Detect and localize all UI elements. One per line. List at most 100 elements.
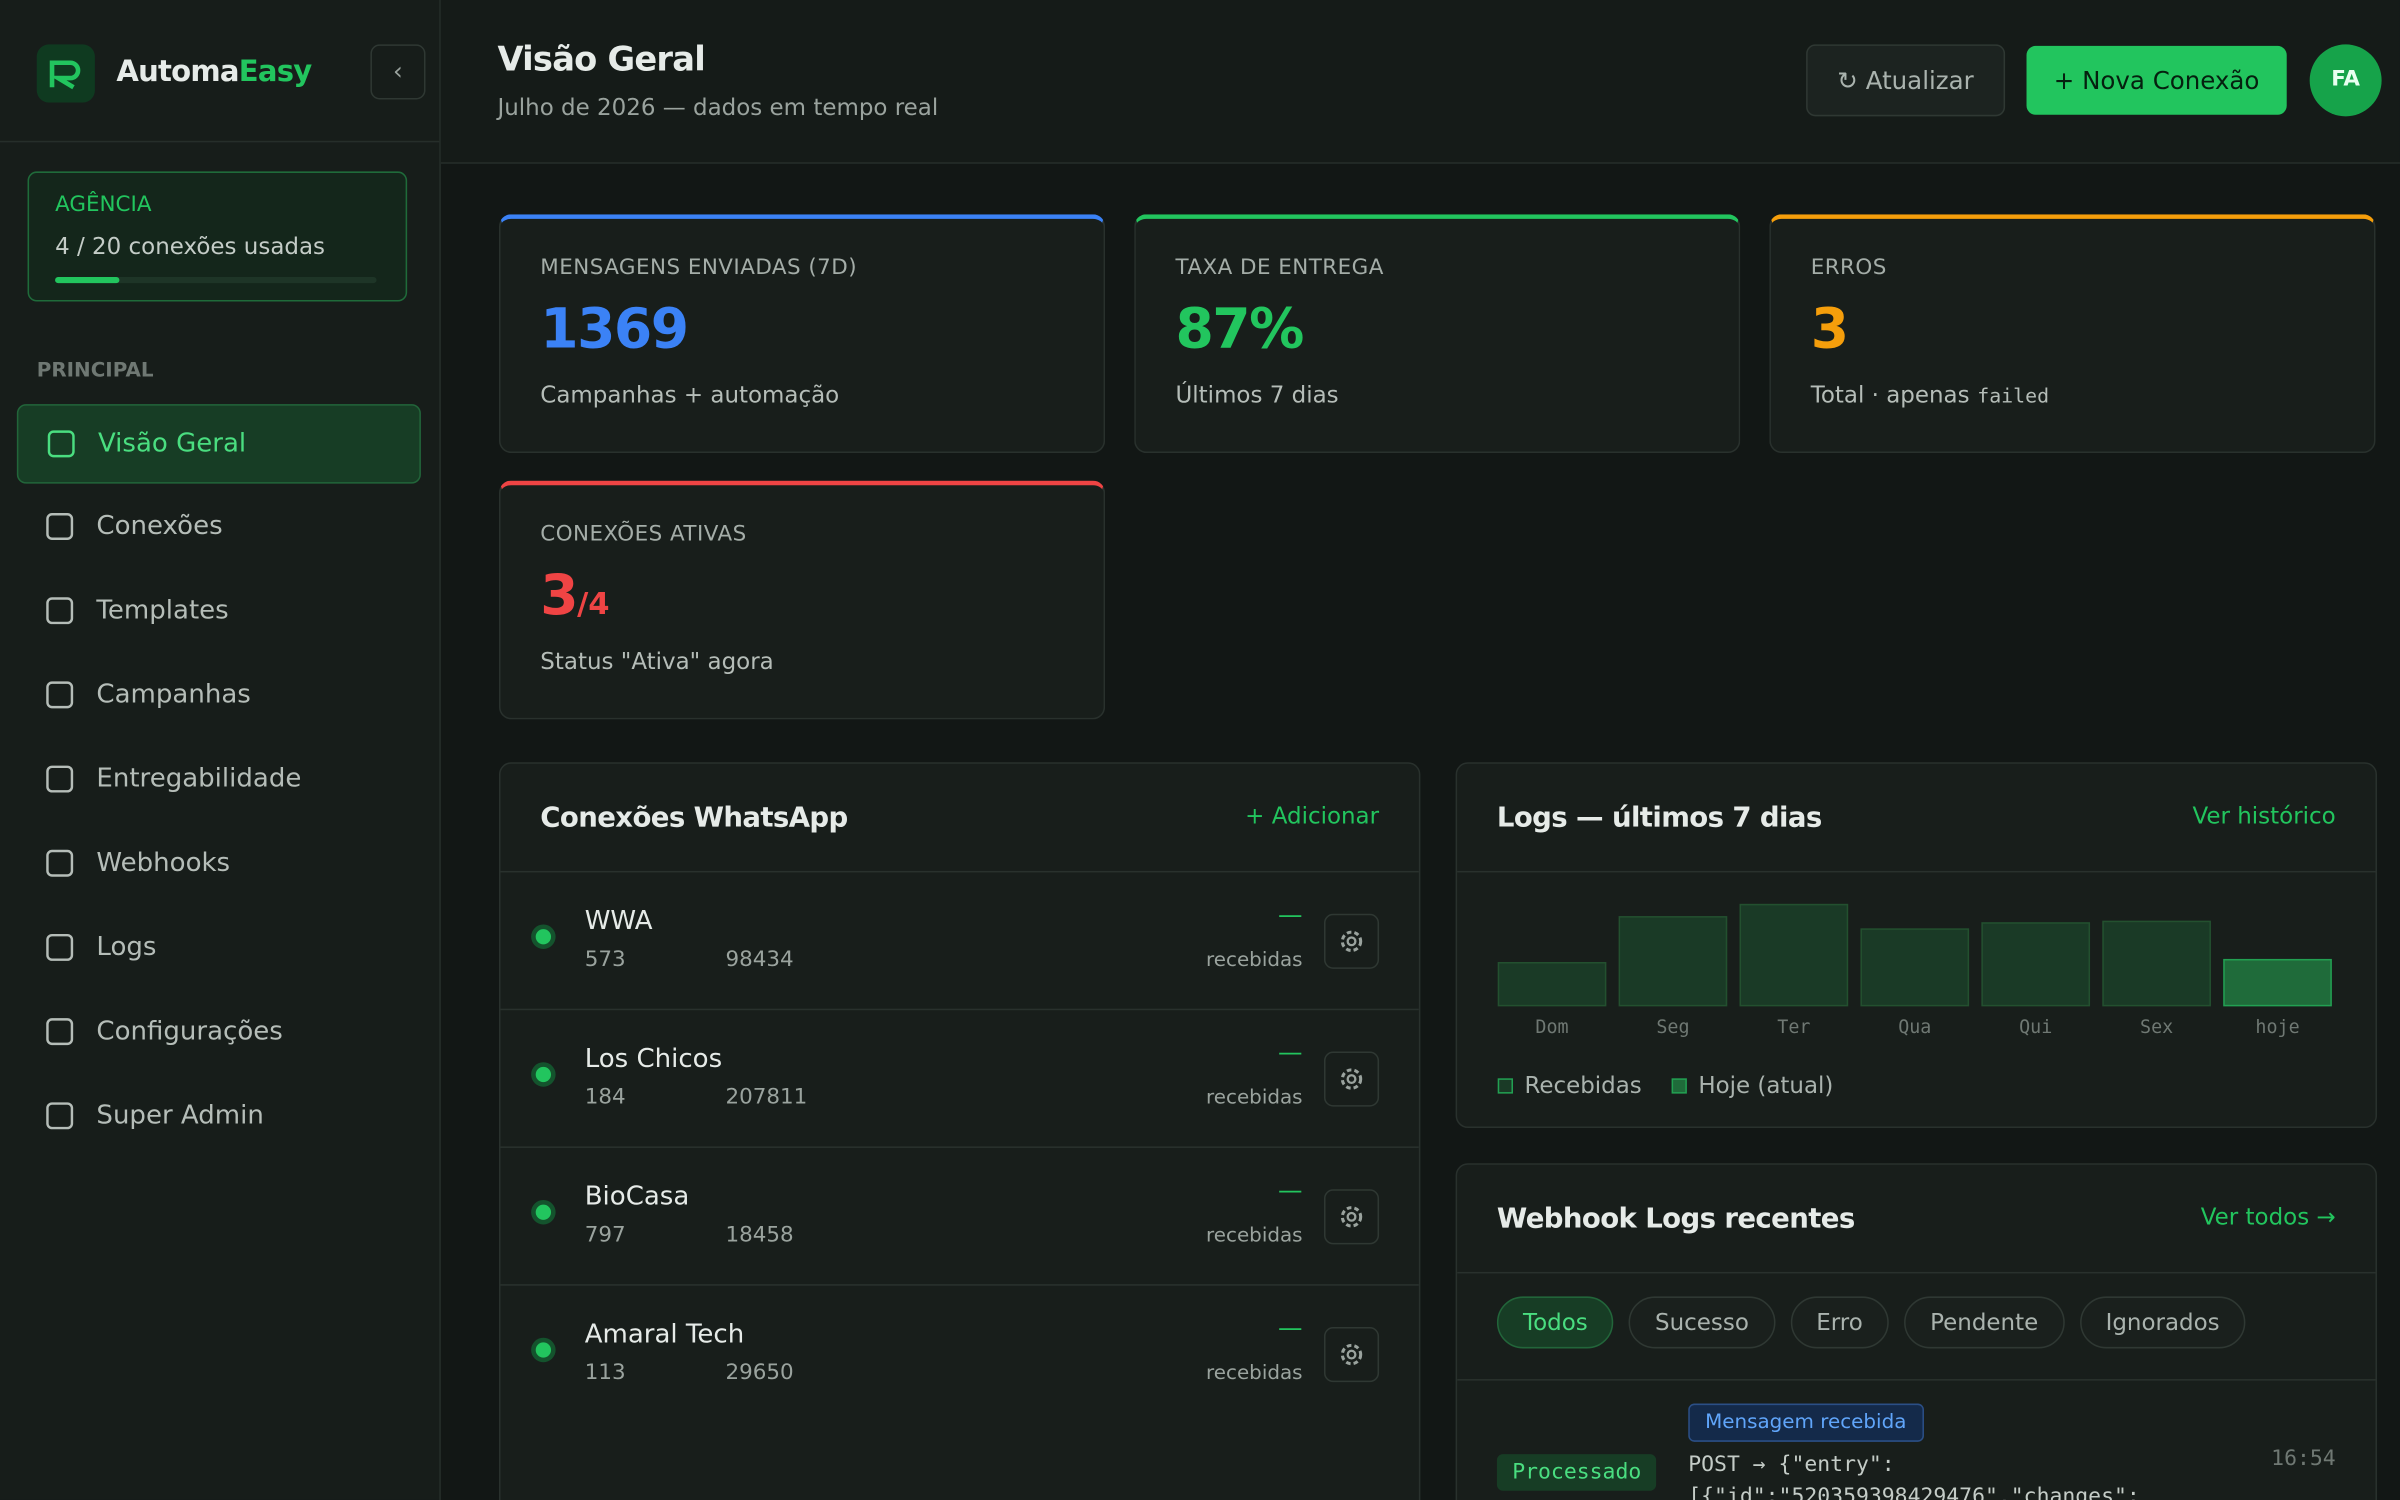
stat-number: 3 [1810, 298, 1849, 362]
refresh-button[interactable]: ↻ Atualizar [1806, 44, 2006, 117]
filter-pill[interactable]: Sucesso [1629, 1296, 1775, 1349]
nav-item[interactable]: Webhooks [17, 825, 418, 902]
filter-pill[interactable]: Pendente [1904, 1296, 2065, 1349]
nav-item[interactable]: Visão Geral [16, 404, 421, 484]
new-connection-button[interactable]: + Nova Conexão [2026, 45, 2287, 115]
panel-title: Webhook Logs recentes [1496, 1203, 1855, 1236]
phone-part: 207811 [725, 1085, 808, 1110]
page-title: Visão Geral [497, 41, 706, 80]
connection-row[interactable]: Los Chicos 184 207811 — recebidas [500, 1008, 1419, 1147]
gear-icon [1340, 1068, 1363, 1090]
stat-sub: Status "Ativa" agora [540, 647, 773, 675]
nav-item[interactable]: Templates [17, 572, 418, 649]
stat-sub: Campanhas + automação [540, 381, 839, 409]
history-link[interactable]: Ver histórico [2192, 802, 2336, 830]
stat-sub-code: failed [1977, 385, 2050, 409]
avatar[interactable]: FA [2309, 44, 2382, 117]
connection-row[interactable]: Amaral Tech 113 29650 — recebidas [500, 1284, 1419, 1422]
nav-item[interactable]: Configurações [17, 993, 418, 1070]
bar [1739, 903, 1849, 1007]
page-subtitle: Julho de 2026 — dados em tempo real [497, 93, 939, 121]
stat-sub-text: Últimos 7 dias [1175, 381, 1339, 409]
phone-part: 113 [584, 1360, 626, 1386]
count-label: recebidas [1206, 1224, 1303, 1248]
filter-pill[interactable]: Todos [1496, 1296, 1614, 1349]
section-label: PRINCIPAL [36, 359, 154, 383]
connection-name: WWA [584, 906, 653, 937]
bar [1860, 928, 1970, 1007]
webhooks-panel: Webhook Logs recentes Ver todos → Todos S… [1455, 1163, 2378, 1500]
bar [1618, 916, 1728, 1007]
phone-part: 29650 [725, 1360, 794, 1386]
settings-button[interactable] [1323, 1051, 1380, 1107]
stat-suffix: /4 [577, 584, 610, 622]
nav-icon [46, 933, 74, 961]
logs-chart: Dom Seg Ter Qua Qui Sex hoje Recebidas Hoje (atu… [1497, 903, 2332, 1099]
count: — [1278, 1175, 1303, 1205]
filter-pill[interactable]: Ignorados [2079, 1296, 2246, 1349]
stat-sub-text: Total · apenas [1810, 381, 1970, 409]
bar [2102, 920, 2211, 1007]
connections-panel: Conexões WhatsApp + Adicionar WWA 573 9843… [498, 762, 1421, 1500]
legend-swatch [1671, 1078, 1687, 1094]
connection-row[interactable]: WWA 573 98434 — recebidas [500, 870, 1419, 1009]
settings-button[interactable] [1323, 1327, 1380, 1383]
nav-item[interactable]: Super Admin [17, 1078, 418, 1155]
nav-icon [46, 597, 74, 625]
stat-value: 1369 [540, 298, 689, 361]
filter-pill[interactable]: Erro [1790, 1296, 1889, 1349]
nav-icon [46, 513, 74, 540]
nav-item[interactable]: Logs [17, 909, 418, 986]
x-tick-label: Sex [2140, 1017, 2173, 1038]
sidebar: AutomaEasy ‹ AGÊNCIA 4 / 20 conexões usa… [0, 0, 441, 1500]
count: — [1278, 899, 1303, 930]
x-tick-label: Ter [1777, 1017, 1810, 1038]
nav-icon [46, 849, 74, 877]
payload-line: [{"id":"520359398429476","changes": [1688, 1484, 2140, 1500]
stat-number: 87% [1175, 298, 1305, 362]
status-dot [535, 1204, 552, 1220]
phone-part: 18458 [725, 1222, 794, 1248]
nav-icon [46, 1018, 74, 1046]
all-link[interactable]: Ver todos → [2200, 1203, 2336, 1231]
collapse-button[interactable]: ‹ [370, 44, 426, 100]
phone-part: 573 [584, 947, 626, 972]
stat-value: 3 [1810, 298, 1849, 362]
plan-label: AGÊNCIA [55, 192, 152, 218]
x-tick-label: Qua [1898, 1017, 1931, 1038]
nav-label: Conexões [96, 511, 223, 542]
nav-label: Webhooks [96, 847, 231, 879]
connection-name: BioCasa [584, 1181, 690, 1213]
logo [36, 44, 95, 103]
x-tick-label: Dom [1535, 1017, 1568, 1038]
stat-sub-text: Status "Ativa" agora [540, 647, 774, 675]
settings-button[interactable] [1323, 913, 1380, 969]
stat-number: 3 [540, 564, 578, 628]
entry-time: 16:54 [2271, 1446, 2336, 1471]
stat-label: CONEXÕES ATIVAS [540, 521, 747, 547]
gear-icon [1340, 1206, 1363, 1228]
nav-label: Templates [96, 595, 229, 627]
nav-icon [47, 430, 75, 458]
divider [1457, 1271, 2376, 1274]
connection-row[interactable]: BioCasa 797 18458 — recebidas [500, 1146, 1419, 1284]
nav-item[interactable]: Conexões [17, 488, 418, 565]
count-label: recebidas [1206, 1362, 1303, 1386]
x-tick-label: hoje [2255, 1017, 2299, 1038]
nav-icon [46, 765, 74, 793]
nav-icon [46, 681, 74, 709]
stat-value: 87% [1175, 298, 1305, 362]
nav-label: Visão Geral [97, 428, 247, 460]
settings-button[interactable] [1323, 1189, 1380, 1245]
divider [1457, 870, 2376, 873]
nav-label: Campanhas [96, 679, 251, 711]
filters: Todos Sucesso Erro Pendente Ignorados [1496, 1296, 2261, 1349]
nav-item[interactable]: Entregabilidade [17, 741, 418, 818]
nav-item[interactable]: Campanhas [17, 657, 418, 734]
stat-label: TAXA DE ENTREGA [1175, 255, 1384, 281]
stat-card: ERROS 3 Total · apenas failed [1769, 214, 2376, 454]
connection-name: Los Chicos [584, 1043, 723, 1075]
stat-card: TAXA DE ENTREGA 87% Últimos 7 dias [1134, 214, 1741, 454]
add-link[interactable]: + Adicionar [1245, 802, 1380, 830]
